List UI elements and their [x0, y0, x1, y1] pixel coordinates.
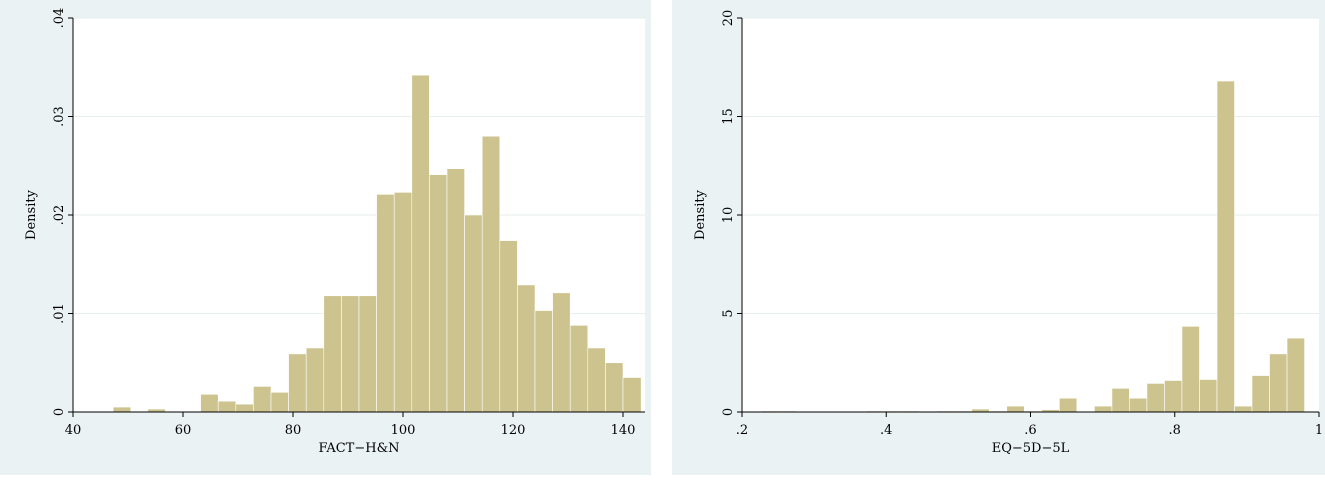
x-tick-label: .8: [1169, 423, 1181, 438]
x-tick-label: .6: [1024, 423, 1036, 438]
histogram-bar: [1111, 388, 1130, 413]
histogram-bar: [393, 192, 413, 413]
histogram-bar: [1164, 380, 1183, 413]
x-tick-label: 40: [65, 423, 82, 438]
y-tick-label: 15: [721, 108, 736, 125]
histogram-bar: [429, 174, 448, 413]
histogram-bar: [446, 168, 465, 413]
histogram-bar: [1234, 405, 1253, 413]
y-tick-label: 5: [721, 309, 736, 317]
histogram-bar: [341, 295, 360, 413]
y-tick-label: .03: [52, 106, 67, 127]
histogram-bar: [622, 377, 642, 413]
histogram-bar: [1059, 397, 1078, 413]
histogram-bar: [587, 347, 606, 413]
histogram-bar: [605, 362, 624, 413]
histogram-bar: [1286, 337, 1305, 413]
x-tick-label: .4: [880, 423, 892, 438]
histogram-bar: [1129, 397, 1148, 413]
histogram-bar: [517, 284, 536, 413]
histogram-bar: [411, 74, 430, 413]
histogram-bar: [358, 295, 377, 413]
histogram-bar: [253, 386, 272, 413]
histogram-bar: [481, 135, 501, 413]
histogram-bar: [217, 400, 237, 413]
y-axis-title: Density: [24, 189, 39, 240]
y-axis-title: Density: [693, 189, 708, 240]
histogram-bar: [1199, 379, 1218, 413]
histogram-bar: [376, 194, 395, 413]
histogram-bar: [112, 406, 132, 413]
histogram-bar: [288, 353, 307, 413]
histogram-bar: [569, 325, 589, 413]
x-tick-label: 60: [175, 423, 192, 438]
y-tick-label: 10: [721, 207, 736, 224]
histogram-bar: [270, 391, 289, 413]
histogram-bar: [1251, 375, 1270, 413]
x-axis-title: EQ−5D−5L: [992, 441, 1070, 456]
x-tick-label: 140: [611, 423, 636, 438]
histogram-bar: [305, 347, 325, 413]
x-tick-label: 1: [1315, 423, 1323, 438]
x-tick-label: 120: [501, 423, 526, 438]
y-tick-label: 0: [721, 408, 736, 416]
y-tick-label: 20: [721, 10, 736, 27]
x-tick-label: 100: [391, 423, 416, 438]
histogram-bar: [323, 295, 342, 413]
y-tick-label: 0: [52, 408, 67, 416]
x-axis-title: FACT−H&N: [318, 441, 399, 456]
x-tick-label: .2: [736, 423, 748, 438]
histogram-bar: [499, 240, 518, 413]
histogram-bar: [1181, 326, 1200, 413]
y-tick-label: .04: [52, 8, 67, 29]
chart-panel-2: 0 5 10 15 20 .2 .4 .6 .8 1 EQ−5D−5L Density: [672, 0, 1325, 475]
histogram-bar: [534, 310, 553, 413]
histogram-bar: [1216, 80, 1235, 413]
histogram-bar: [1006, 405, 1025, 413]
y-tick-label: .01: [52, 303, 67, 324]
histogram-bar: [1094, 405, 1113, 413]
histogram-bar: [464, 214, 483, 413]
x-tick-label: 80: [285, 423, 302, 438]
histogram-bar: [1269, 353, 1288, 413]
histogram-bar: [235, 403, 254, 413]
histogram-bar: [1146, 383, 1165, 413]
chart-panel-1: 0 .01 .02 .03 .04 40 60 80 100 120 140 FACT−H&N Dens…: [0, 0, 651, 475]
histogram-bar: [200, 393, 219, 413]
y-tick-label: .02: [52, 205, 67, 226]
histogram-bar: [552, 292, 571, 413]
